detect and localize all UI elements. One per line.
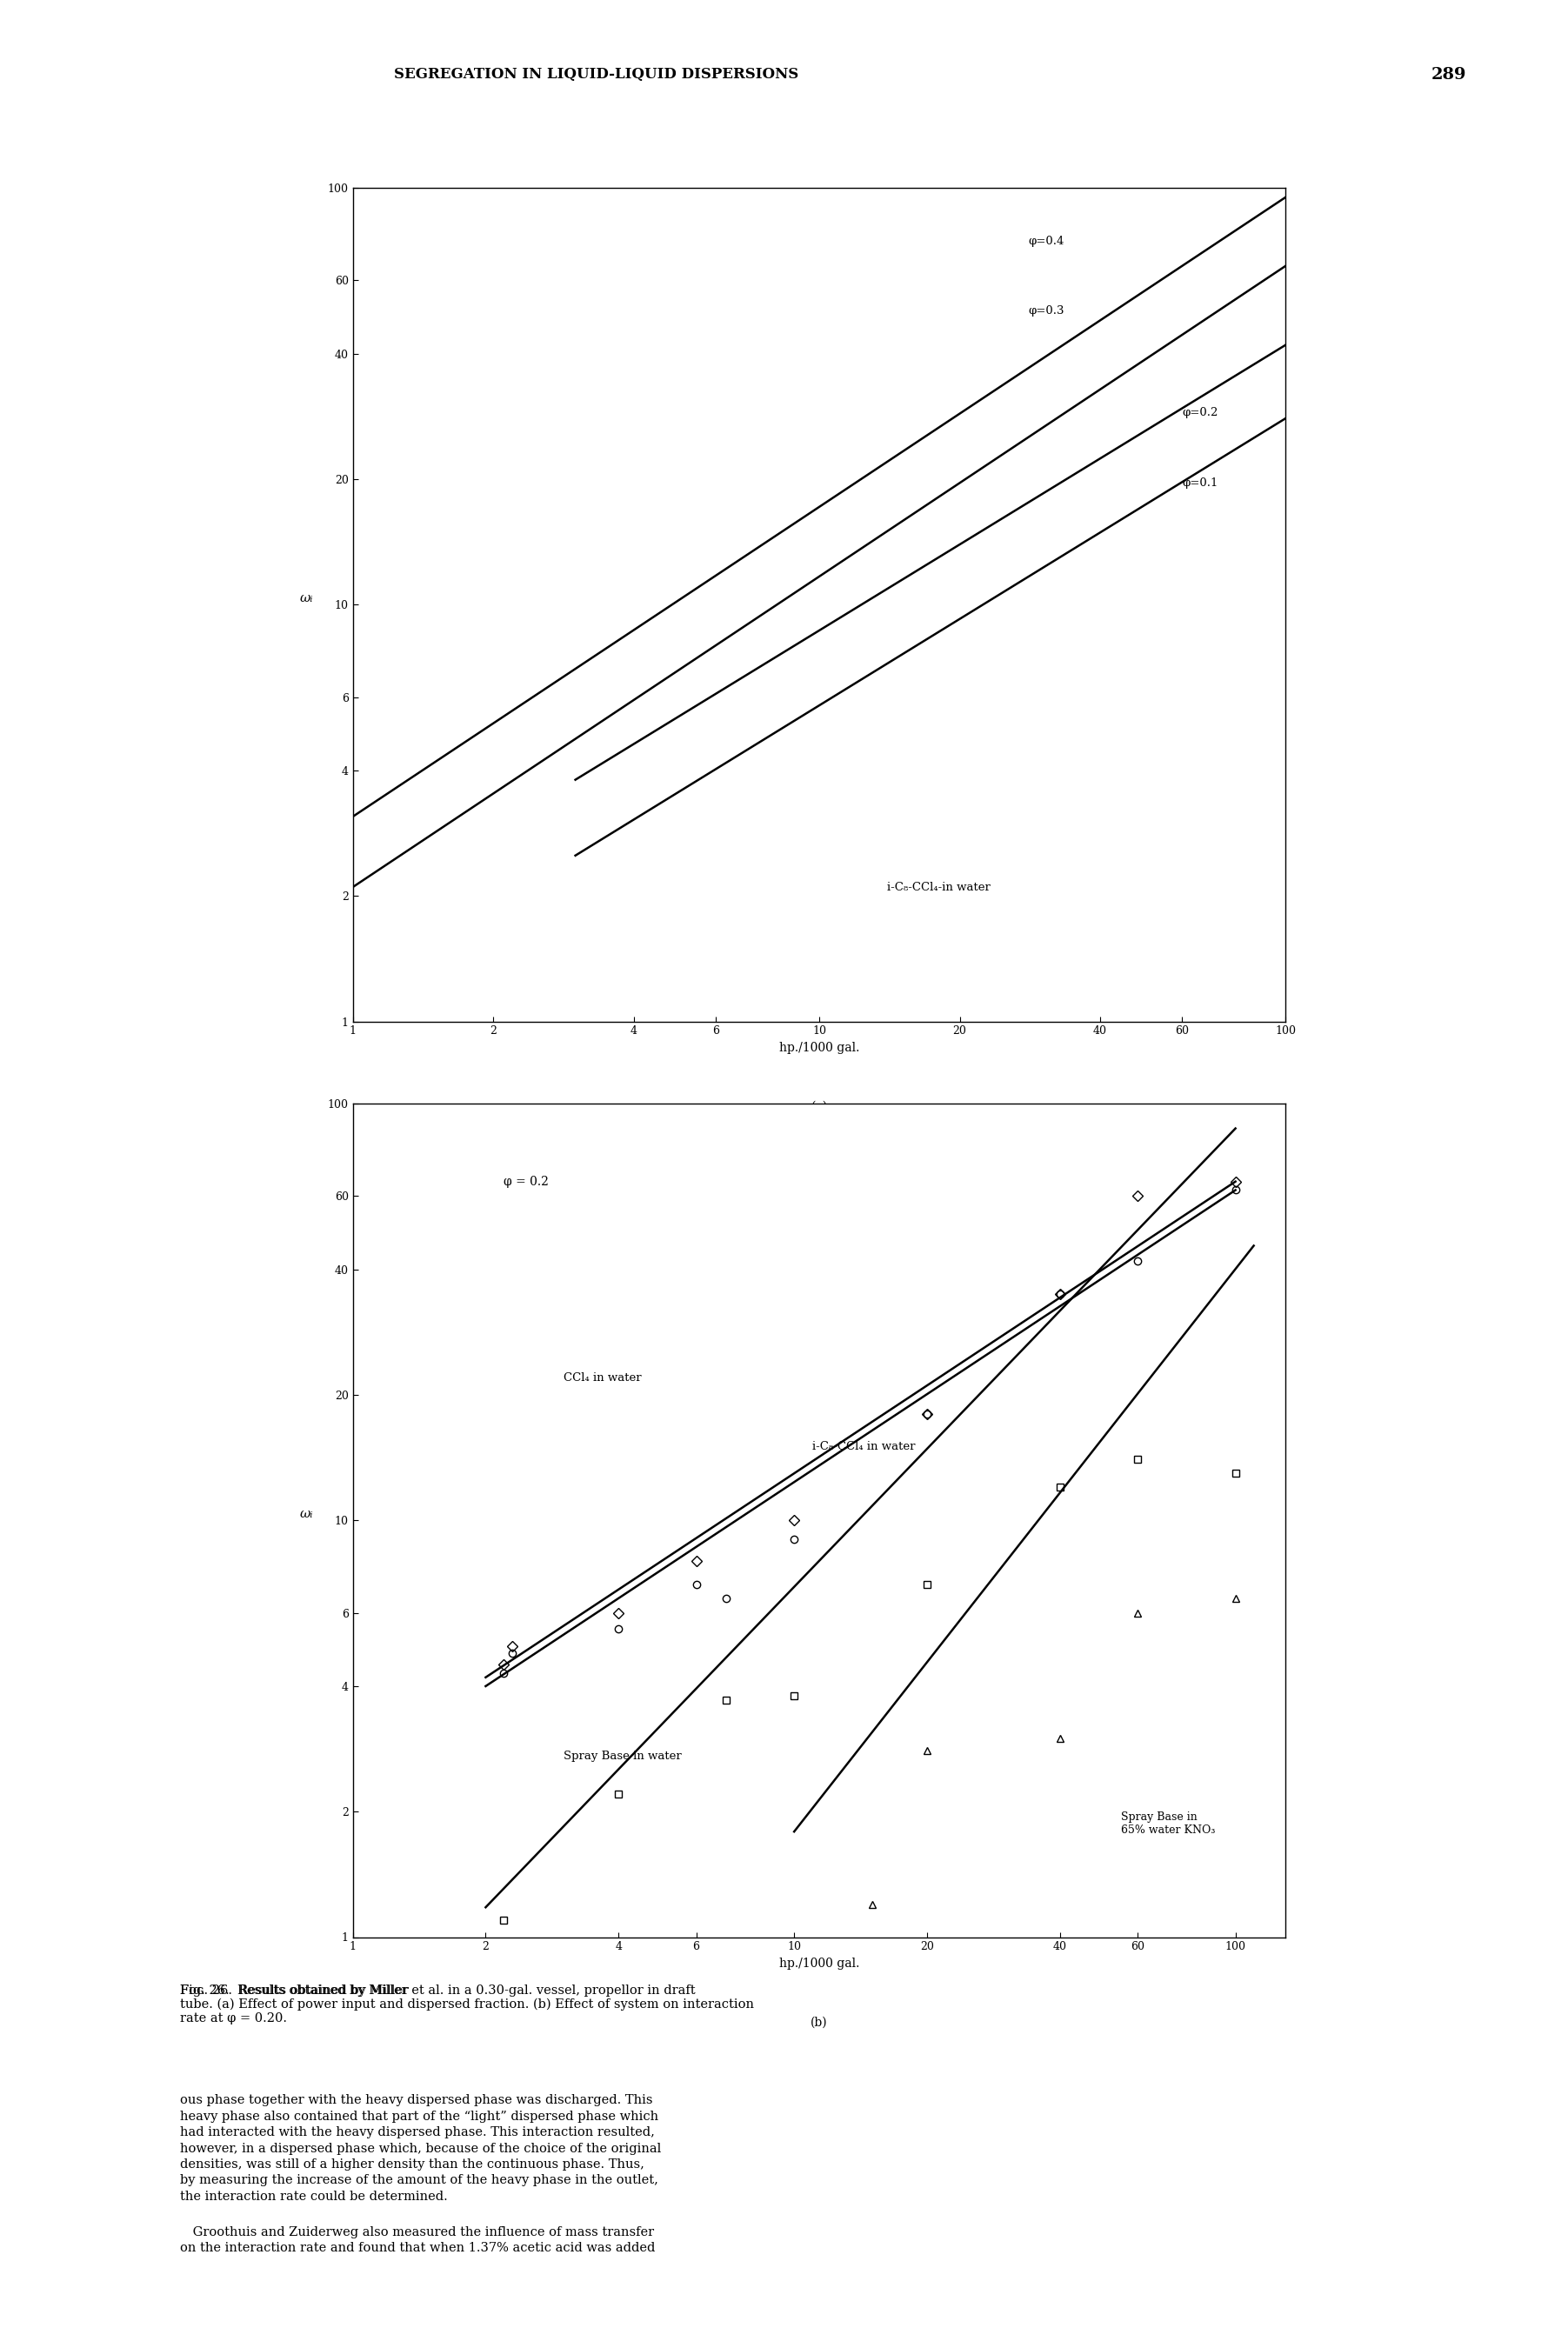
Text: Spray Base in water: Spray Base in water — [563, 1752, 682, 1761]
Y-axis label: ωᵢ: ωᵢ — [299, 592, 312, 606]
Text: Fig. 26.  Results obtained by Miller et al. in a 0.30-gal. vessel, propellor in : Fig. 26. Results obtained by Miller et a… — [180, 1984, 754, 2024]
Text: φ = 0.2: φ = 0.2 — [503, 1176, 549, 1188]
Text: ous phase together with the heavy dispersed phase was discharged. This
heavy pha: ous phase together with the heavy disper… — [180, 2094, 662, 2202]
Text: φ=0.2: φ=0.2 — [1182, 406, 1218, 418]
Text: SEGREGATION IN LIQUID-LIQUID DISPERSIONS: SEGREGATION IN LIQUID-LIQUID DISPERSIONS — [394, 66, 798, 82]
Text: Groothuis and Zuiderweg also measured the influence of mass transfer
on the inte: Groothuis and Zuiderweg also measured th… — [180, 2226, 655, 2254]
Text: φ=0.1: φ=0.1 — [1182, 477, 1218, 488]
Text: (b): (b) — [811, 2017, 828, 2029]
Text: i-C₈-CCl₄ in water: i-C₈-CCl₄ in water — [812, 1442, 916, 1453]
Text: φ=0.4: φ=0.4 — [1029, 237, 1063, 247]
Text: Spray Base in
65% water KNO₃: Spray Base in 65% water KNO₃ — [1121, 1813, 1215, 1836]
Text: 289: 289 — [1432, 66, 1466, 82]
X-axis label: hp./1000 gal.: hp./1000 gal. — [779, 1958, 859, 1970]
Text: Fᴏɢ. 26. Results obtained by Miller: Fᴏɢ. 26. Results obtained by Miller — [180, 1984, 412, 1996]
X-axis label: hp./1000 gal.: hp./1000 gal. — [779, 1043, 859, 1054]
Y-axis label: ωᵢ: ωᵢ — [299, 1507, 312, 1522]
Text: i-C₈-CCl₄-in water: i-C₈-CCl₄-in water — [887, 880, 991, 892]
Text: (a): (a) — [811, 1101, 828, 1113]
Text: CCl₄ in water: CCl₄ in water — [563, 1371, 641, 1383]
Text: φ=0.3: φ=0.3 — [1029, 305, 1065, 317]
